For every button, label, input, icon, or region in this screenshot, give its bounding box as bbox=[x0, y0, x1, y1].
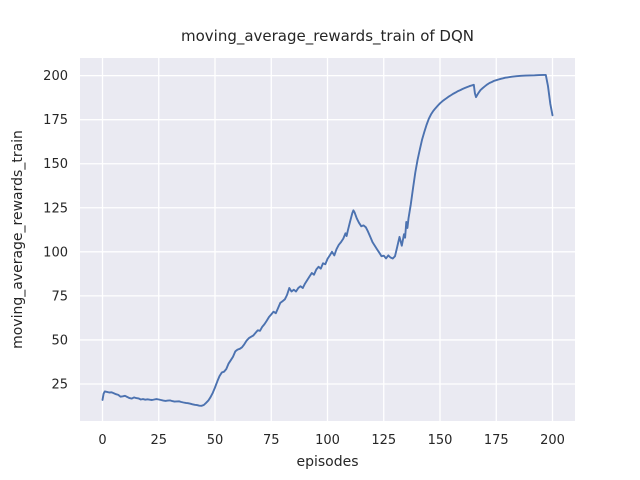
y-tick-label: 175 bbox=[43, 113, 68, 128]
y-tick-label: 150 bbox=[43, 157, 68, 172]
y-tick-label: 25 bbox=[51, 377, 68, 392]
y-tick-label: 200 bbox=[43, 69, 68, 84]
x-tick-label: 200 bbox=[540, 433, 565, 448]
gridlines bbox=[80, 58, 575, 421]
x-tick-label: 50 bbox=[207, 433, 224, 448]
y-tick-label: 75 bbox=[51, 289, 68, 304]
y-tick-label: 100 bbox=[43, 245, 68, 260]
y-tick-labels: 25 50 75 100 125 150 175 200 bbox=[43, 69, 68, 392]
x-tick-label: 75 bbox=[263, 433, 280, 448]
x-tick-label: 0 bbox=[98, 433, 106, 448]
x-tick-label: 25 bbox=[150, 433, 167, 448]
dqn-line bbox=[101, 73, 554, 407]
y-tick-label: 50 bbox=[51, 333, 68, 348]
x-axis-label: episodes bbox=[296, 454, 358, 470]
x-tick-labels: 0 25 50 75 100 125 150 175 200 bbox=[98, 433, 565, 448]
y-axis-label: moving_average_rewards_train bbox=[10, 130, 26, 349]
x-tick-label: 125 bbox=[371, 433, 396, 448]
x-tick-label: 100 bbox=[315, 433, 340, 448]
chart-title: moving_average_rewards_train of DQN bbox=[181, 27, 474, 46]
y-tick-label: 125 bbox=[43, 201, 68, 216]
x-tick-label: 150 bbox=[428, 433, 453, 448]
x-tick-label: 175 bbox=[484, 433, 509, 448]
